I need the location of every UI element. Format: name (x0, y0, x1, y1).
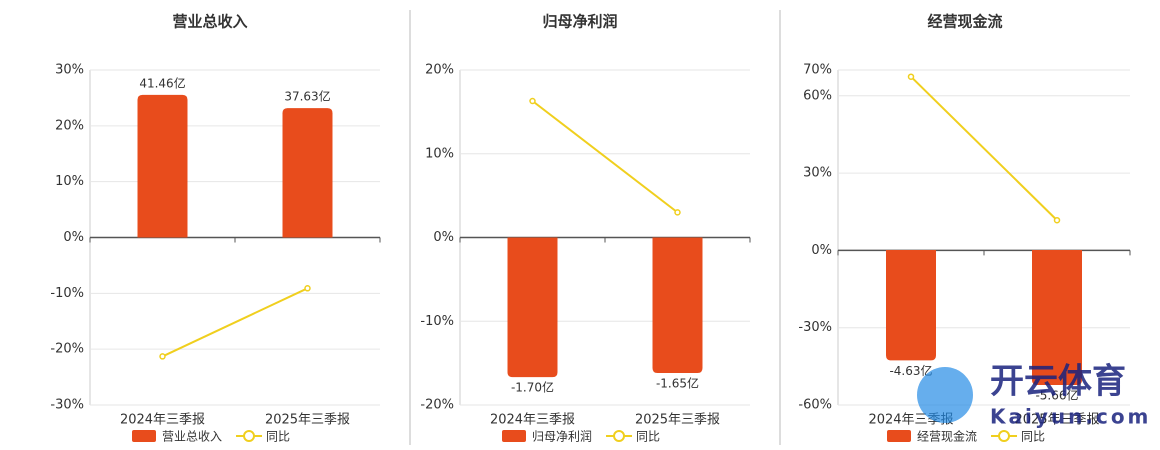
legend-swatch (502, 430, 526, 442)
legend-swatch (132, 430, 156, 442)
line-point (159, 353, 166, 360)
legend-label: 营业总收入 (162, 430, 222, 444)
legend-swatch (613, 430, 626, 442)
bar (886, 250, 936, 361)
line (162, 287, 308, 358)
bar (507, 237, 558, 378)
data-label: -5.66亿 (1035, 387, 1078, 402)
legend-label: 同比 (1021, 430, 1045, 444)
line (910, 75, 1058, 221)
y-tick-label: 10% (425, 146, 454, 161)
bar (137, 94, 188, 238)
legend-label: 同比 (636, 430, 660, 444)
y-tick-label: 30% (803, 166, 832, 181)
data-label: -1.65亿 (656, 375, 699, 390)
chart-title: 经营现金流 (927, 13, 1002, 31)
y-tick-label: 30% (55, 63, 84, 78)
watermark-site: Kaiyun.com (990, 405, 1151, 429)
bar (282, 108, 333, 238)
y-tick-label: 70% (803, 63, 832, 78)
bar (1032, 250, 1082, 385)
y-tick-label: 10% (55, 174, 84, 189)
chart-title: 营业总收入 (172, 13, 247, 31)
y-tick-label: -10% (50, 286, 84, 301)
data-label: 37.63亿 (284, 89, 330, 104)
data-label: 41.46亿 (139, 75, 185, 90)
y-tick-label: -10% (420, 314, 454, 329)
y-tick-label: 60% (803, 88, 832, 103)
legend-label: 经营现金流 (917, 429, 977, 444)
y-tick-label: 20% (425, 63, 454, 78)
legend-label: 归母净利润 (532, 430, 592, 444)
y-tick-label: 20% (55, 118, 84, 133)
y-tick-label: -20% (420, 398, 454, 413)
legend-label: 同比 (266, 430, 290, 444)
x-tick-label: 2025年三季报 (265, 413, 350, 428)
data-label: -1.70亿 (511, 380, 554, 395)
data-label: -4.63亿 (889, 363, 932, 378)
bar (652, 237, 703, 373)
x-tick-label: 2024年三季报 (490, 413, 575, 428)
line-point (1053, 216, 1061, 224)
y-tick-label: 0% (63, 230, 84, 245)
line (531, 100, 679, 214)
line-point (907, 73, 915, 80)
legend-swatch (887, 430, 911, 442)
y-tick-label: 0% (433, 230, 454, 245)
watermark: 开云体育 Kaiyun.com (917, 362, 1151, 429)
watermark-logo (917, 367, 973, 423)
legend-swatch (998, 430, 1011, 442)
y-tick-label: -30% (798, 320, 832, 335)
x-tick-label: 2025年三季报 (635, 413, 720, 428)
line-point (529, 97, 536, 105)
legend-swatch (243, 430, 256, 442)
line-point (674, 209, 681, 216)
y-tick-label: 0% (811, 243, 832, 258)
y-tick-label: -60% (798, 398, 832, 413)
x-tick-label: 2025年三季报 (1014, 413, 1099, 428)
chart-title: 归母净利润 (542, 13, 617, 31)
line-point (304, 285, 311, 292)
y-tick-label: -20% (50, 342, 84, 357)
x-tick-label: 2024年三季报 (120, 413, 205, 428)
watermark-brand: 开云体育 (990, 362, 1126, 402)
y-tick-label: -30% (50, 398, 84, 413)
